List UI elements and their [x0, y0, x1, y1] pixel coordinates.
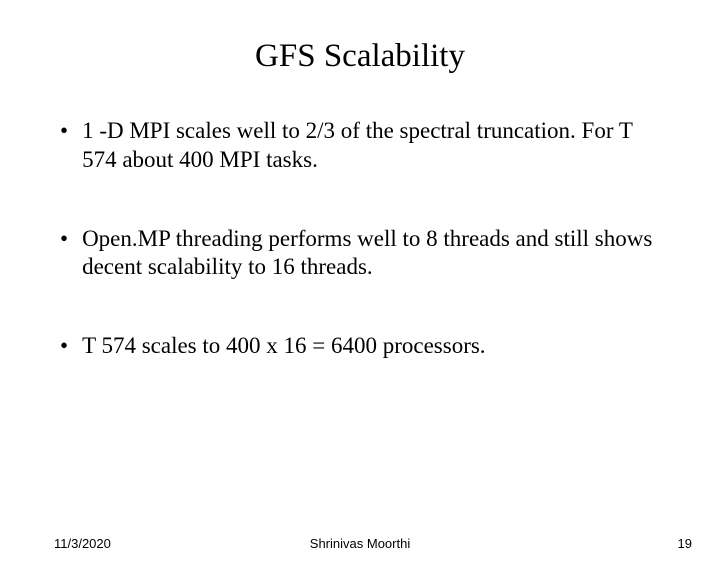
footer-author: Shrinivas Moorthi	[0, 536, 720, 551]
bullet-text: 1 -D MPI scales well to 2/3 of the spect…	[82, 117, 660, 175]
bullet-item: • T 574 scales to 400 x 16 = 6400 proces…	[60, 332, 660, 361]
slide-title: GFS Scalability	[0, 38, 720, 75]
bullet-mark-icon: •	[60, 225, 68, 254]
footer-page-number: 19	[678, 536, 692, 551]
bullet-text: Open.MP threading performs well to 8 thr…	[82, 225, 660, 283]
slide-content: • 1 -D MPI scales well to 2/3 of the spe…	[0, 75, 720, 361]
slide-container: GFS Scalability • 1 -D MPI scales well t…	[0, 38, 720, 578]
slide-footer: 11/3/2020 Shrinivas Moorthi 19	[0, 536, 720, 556]
bullet-mark-icon: •	[60, 332, 68, 361]
bullet-item: • Open.MP threading performs well to 8 t…	[60, 225, 660, 283]
bullet-mark-icon: •	[60, 117, 68, 146]
bullet-text: T 574 scales to 400 x 16 = 6400 processo…	[82, 332, 660, 361]
bullet-item: • 1 -D MPI scales well to 2/3 of the spe…	[60, 117, 660, 175]
